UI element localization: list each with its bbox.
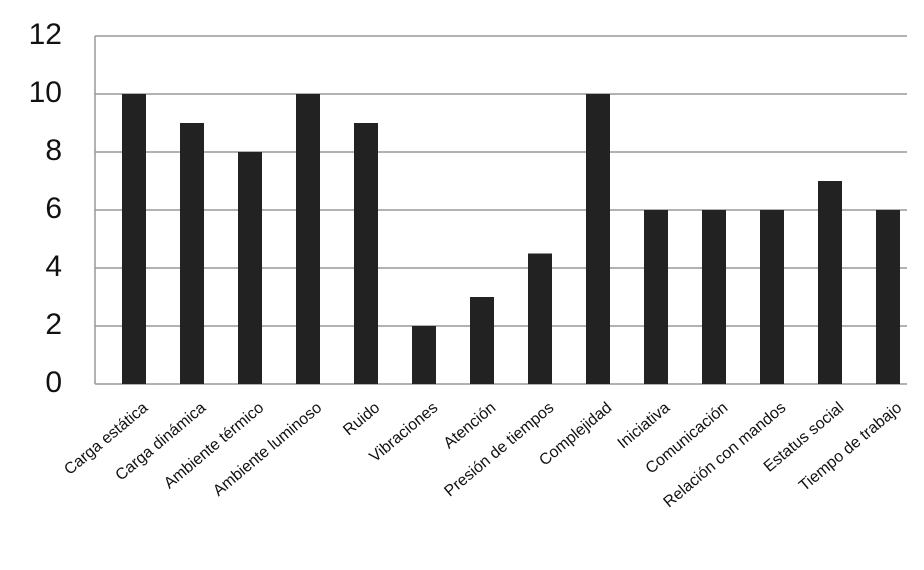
x-tick-label: Atención (441, 399, 500, 452)
bar (180, 123, 204, 384)
y-tick-label: 12 (29, 18, 62, 51)
bar (238, 152, 262, 384)
x-tick-label: Iniciativa (615, 399, 674, 452)
bar (528, 253, 552, 384)
y-tick-label: 6 (45, 192, 62, 225)
bar (586, 94, 610, 384)
bar (412, 326, 436, 384)
bar (818, 181, 842, 384)
y-tick-label: 2 (45, 308, 62, 341)
x-tick-label: Ambiente luminoso (210, 399, 325, 500)
bar (296, 94, 320, 384)
bar (760, 210, 784, 384)
bar (702, 210, 726, 384)
bar (644, 210, 668, 384)
x-tick-label: Ruido (340, 399, 383, 439)
x-tick-label: Tiempo de trabajo (796, 399, 905, 495)
y-tick-label: 8 (45, 134, 62, 167)
x-tick-label: Presión de tiempos (441, 399, 557, 500)
bar (122, 94, 146, 384)
x-tick-label: Ambiente térmico (161, 399, 267, 492)
bar (470, 297, 494, 384)
bar (876, 210, 900, 384)
bar (354, 123, 378, 384)
y-tick-label: 4 (45, 250, 62, 283)
y-tick-label: 10 (29, 76, 62, 109)
y-tick-label: 0 (45, 366, 62, 399)
